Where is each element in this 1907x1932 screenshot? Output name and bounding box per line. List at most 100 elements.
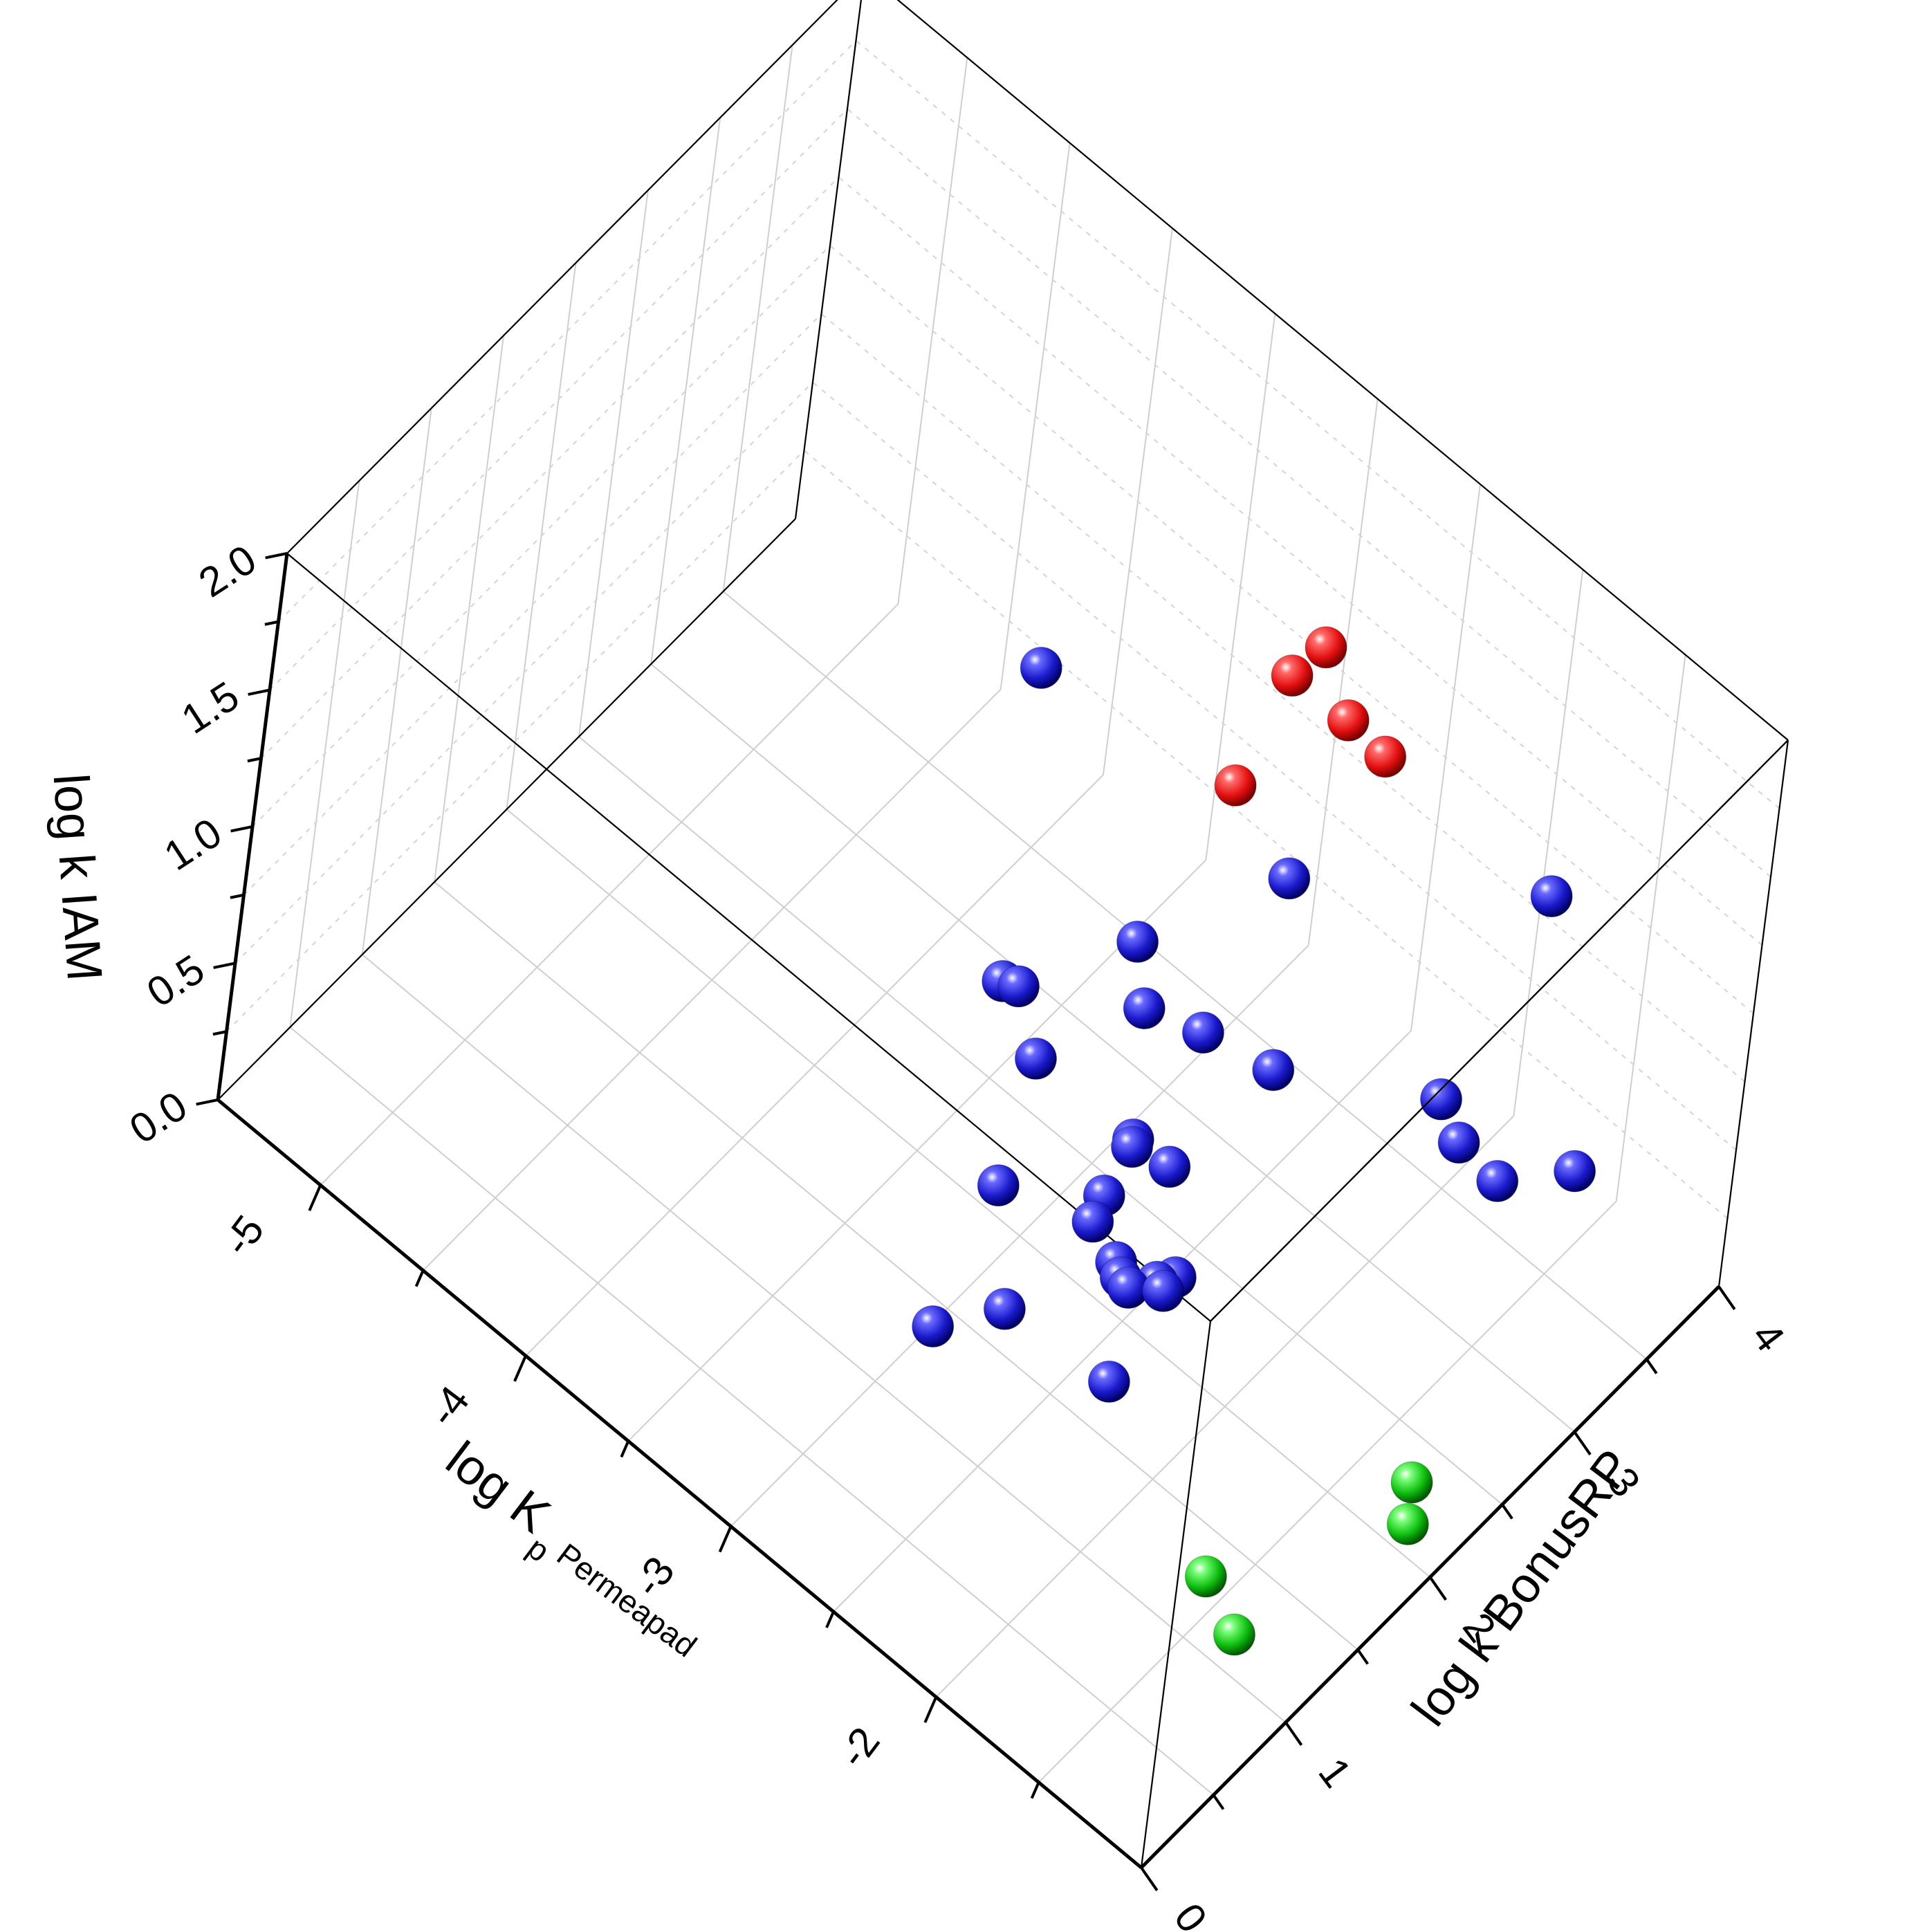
blue-group-point — [1142, 1269, 1185, 1312]
z-tick-label: 2.0 — [191, 536, 264, 607]
blue-group-point — [1148, 1146, 1191, 1188]
back-grid-line — [722, 44, 793, 592]
blue-group-point — [1252, 1049, 1295, 1092]
back-grid-line — [243, 313, 822, 896]
x-tick — [620, 1440, 630, 1458]
back-grid-line — [650, 117, 721, 665]
side-wall-grid — [803, 39, 1780, 1220]
blue-group-point — [1111, 1125, 1154, 1168]
blue-group-point — [1181, 1011, 1224, 1054]
y-tick — [1717, 1285, 1736, 1310]
frame-edge — [286, 0, 838, 554]
x-tick — [414, 1269, 425, 1287]
x-tick-label: -5 — [214, 1207, 273, 1264]
back-grid-line — [269, 108, 848, 691]
green-group-point — [1386, 1502, 1429, 1545]
x-tick — [513, 1355, 527, 1382]
back-grid-line — [260, 176, 840, 759]
frame-edge — [794, 0, 863, 519]
blue-group-point — [997, 965, 1040, 1008]
front-edges — [216, 553, 1789, 1869]
z-tick — [264, 620, 279, 626]
blue-group-point — [1530, 875, 1573, 918]
x-tick — [1030, 1781, 1040, 1799]
x-tick-label: -4 — [419, 1377, 479, 1435]
y-tick — [1140, 1866, 1159, 1891]
front-vertical-edge — [1140, 1321, 1212, 1868]
floor-grid — [289, 591, 1648, 1796]
side-grid-line — [812, 381, 1737, 1151]
blue-group-point — [912, 1305, 955, 1347]
red-group-point — [1305, 626, 1347, 669]
data-points — [912, 626, 1596, 1656]
red-group-point — [1364, 735, 1407, 778]
blue-group-point — [983, 1287, 1026, 1330]
z-tick — [248, 688, 270, 696]
blue-group-point — [1123, 987, 1166, 1030]
z-tick — [247, 757, 261, 763]
x-tick — [923, 1696, 938, 1723]
blue-group-point — [1020, 647, 1062, 690]
y-tick — [1284, 1721, 1303, 1746]
z-tick-label: 1.0 — [156, 809, 230, 880]
side-grid-line — [803, 450, 1729, 1220]
side-grid-line — [820, 313, 1746, 1083]
z-tick-label: 1.5 — [174, 672, 247, 743]
z-tick — [212, 1030, 227, 1036]
x-axis-line — [217, 1098, 1143, 1869]
y-tick — [1356, 1648, 1370, 1665]
x-tick — [308, 1184, 322, 1211]
side-grid-line — [897, 57, 968, 605]
x-axis-sub-label: Permeapad — [551, 1536, 703, 1664]
back-grid-line — [225, 450, 805, 1032]
green-group-point — [1390, 1461, 1433, 1504]
frame-edge — [217, 518, 796, 1101]
z-tick — [213, 962, 236, 969]
blue-group-point — [1268, 857, 1311, 900]
floor-grid-line — [722, 591, 1648, 1360]
y-tick-label: 0 — [1166, 1895, 1217, 1932]
x-axis: -5-4-3-2 log K p Permeapad — [214, 1184, 1040, 1799]
floor-grid-line — [434, 881, 1358, 1650]
blue-group-point — [1420, 1078, 1463, 1121]
back-grid-line — [234, 381, 813, 964]
y-tick — [1645, 1358, 1658, 1374]
blue-group-point — [1554, 1150, 1596, 1193]
z-axis-title: log k IAM — [43, 772, 113, 983]
floor-grid-line — [506, 809, 1431, 1578]
red-group-point — [1271, 654, 1314, 697]
y-tick-label: 1 — [1309, 1749, 1361, 1796]
blue-group-point — [1015, 1037, 1057, 1080]
blue-group-point — [1116, 920, 1159, 963]
z-tick-label: 0.0 — [122, 1083, 195, 1153]
y-tick — [1501, 1503, 1513, 1520]
blue-group-point — [977, 1164, 1020, 1207]
green-group-point — [1213, 1613, 1255, 1656]
floor-grid-line — [362, 954, 1287, 1723]
blue-group-point — [1437, 1121, 1480, 1164]
back-grid-line — [361, 407, 432, 955]
frame-edge — [1717, 739, 1789, 1287]
x-axis-title: log K — [436, 1431, 560, 1544]
x-tick-label: -2 — [829, 1719, 889, 1776]
z-tick-label: 0.5 — [139, 946, 212, 1016]
z-tick — [230, 825, 253, 833]
floor-grid-line — [578, 736, 1503, 1505]
red-group-point — [1327, 699, 1370, 742]
box-frame — [217, 0, 1789, 1322]
z-tick — [196, 1098, 219, 1106]
blue-group-point — [1087, 1360, 1130, 1403]
front-top-edge — [1210, 739, 1789, 1322]
y-tick — [1428, 1576, 1447, 1601]
side-grid-line — [855, 39, 1780, 809]
x-tick — [718, 1525, 733, 1553]
frame-edge — [896, 0, 1789, 741]
y-tick-label: 4 — [1743, 1314, 1794, 1360]
green-group-point — [1184, 1555, 1227, 1598]
floor-grid-line — [289, 1027, 1215, 1796]
back-wall-grid — [225, 40, 857, 1032]
blue-group-point — [1071, 1200, 1114, 1243]
side-grid-line — [847, 108, 1771, 878]
